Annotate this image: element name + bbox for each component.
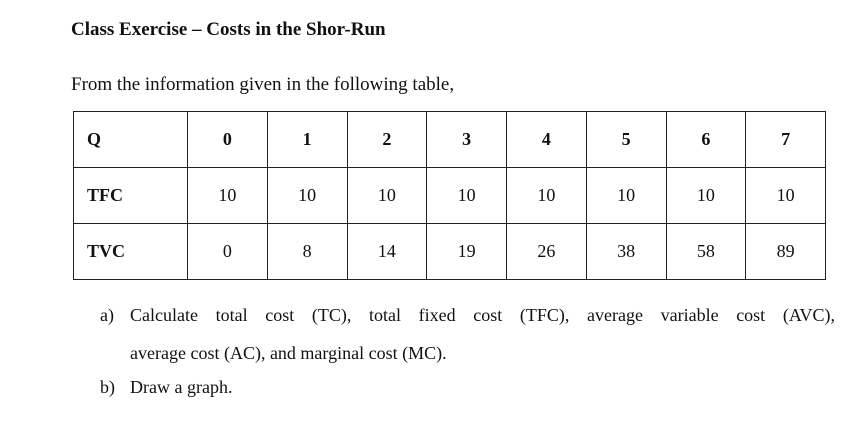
table-cell: 14 [346, 223, 428, 280]
row-label-tvc: TVC [73, 223, 188, 280]
table-row-tvc: TVC 0 8 14 19 26 38 58 89 [73, 223, 826, 280]
table-cell: 10 [665, 167, 747, 224]
cost-table: Q 0 1 2 3 4 5 6 7 TFC 10 10 10 10 10 10 … [73, 111, 826, 280]
header-cell: 7 [745, 111, 826, 168]
question-a: a) Calculate total cost (TC), total fixe… [100, 300, 835, 368]
table-cell: 38 [585, 223, 667, 280]
header-cell: 2 [346, 111, 428, 168]
question-a-line2: average cost (AC), and marginal cost (MC… [130, 343, 447, 363]
table-cell: 10 [266, 167, 348, 224]
table-cell: 0 [187, 223, 268, 280]
question-a-line1: Calculate total cost (TC), total fixed c… [130, 305, 835, 325]
table-cell: 10 [346, 167, 428, 224]
table-cell: 58 [665, 223, 747, 280]
table-cell: 10 [506, 167, 587, 224]
table-cell: 8 [266, 223, 348, 280]
table-cell: 10 [745, 167, 826, 224]
header-cell: 3 [426, 111, 507, 168]
table-cell: 10 [426, 167, 507, 224]
question-b-label: b) [100, 377, 115, 397]
table-header-row: Q 0 1 2 3 4 5 6 7 [73, 111, 826, 168]
question-b: b) Draw a graph. [100, 372, 835, 402]
header-cell: 5 [585, 111, 667, 168]
table-row-tfc: TFC 10 10 10 10 10 10 10 10 [73, 167, 826, 224]
question-b-text: Draw a graph. [130, 377, 233, 397]
header-cell: 1 [266, 111, 348, 168]
table-cell: 89 [745, 223, 826, 280]
table-cell: 26 [506, 223, 587, 280]
question-list: a) Calculate total cost (TC), total fixe… [100, 300, 835, 402]
table-cell: 10 [585, 167, 667, 224]
table-cell: 10 [187, 167, 268, 224]
intro-text: From the information given in the follow… [71, 74, 455, 95]
header-cell: 6 [665, 111, 747, 168]
header-cell: 4 [506, 111, 587, 168]
question-a-label: a) [100, 305, 114, 325]
exercise-title: Class Exercise – Costs in the Shor-Run [71, 19, 386, 40]
row-label-tfc: TFC [73, 167, 188, 224]
table-cell: 19 [426, 223, 507, 280]
header-label-q: Q [73, 111, 188, 168]
header-cell: 0 [187, 111, 268, 168]
